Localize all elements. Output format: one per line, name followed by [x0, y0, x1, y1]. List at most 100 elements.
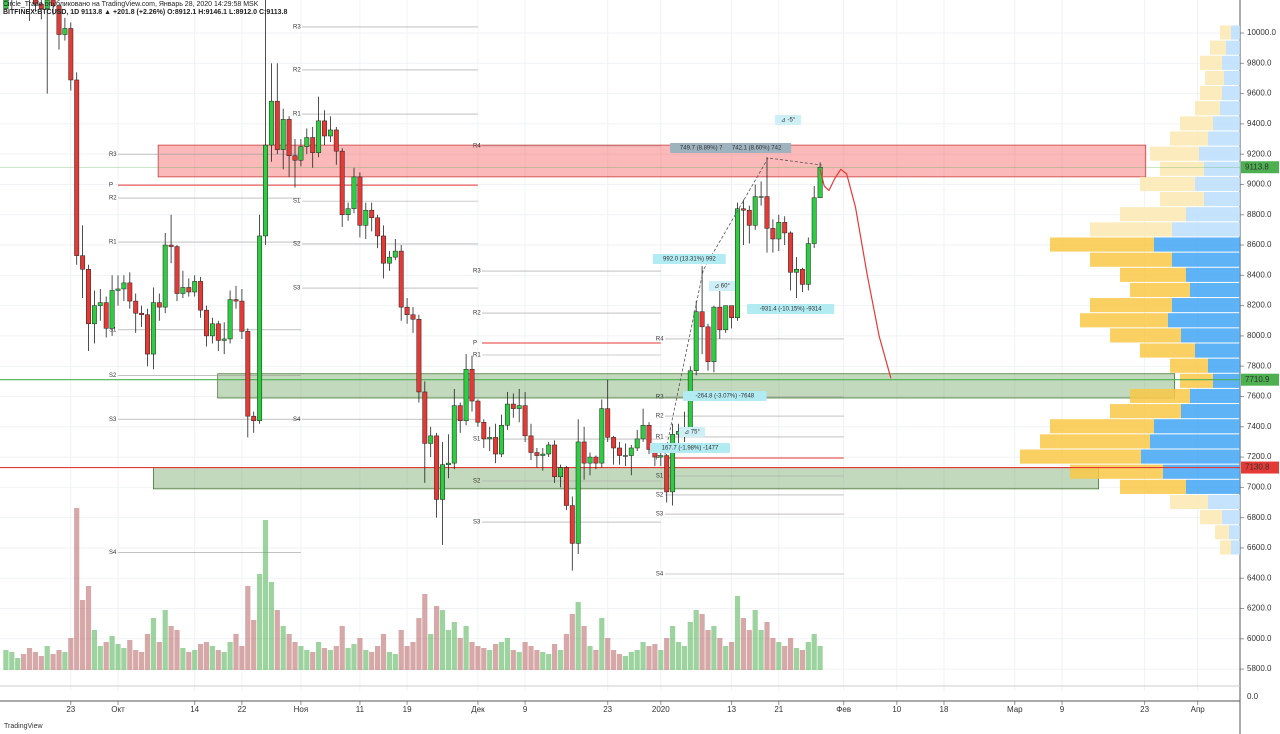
y-tick-label: 9800.0	[1247, 58, 1272, 67]
volume-bar	[97, 646, 103, 670]
candle-body	[50, 0, 56, 7]
volume-bar	[357, 638, 363, 670]
pivot-label: P	[473, 341, 477, 347]
pivot-label: S3	[473, 520, 481, 526]
candle-body	[156, 302, 162, 308]
candle-body	[469, 368, 475, 402]
volume-bar	[333, 646, 339, 670]
volume-bar	[575, 602, 581, 670]
y-tick-label: 7800.0	[1247, 361, 1272, 370]
profile-bar	[1200, 510, 1222, 525]
volume-bar	[32, 652, 38, 670]
price-tag-bg	[1241, 373, 1279, 386]
candle-body	[534, 452, 540, 456]
x-tick-label: 18	[940, 705, 949, 714]
volume-bar	[487, 650, 493, 670]
candle-body	[711, 306, 717, 362]
candle-body	[168, 244, 174, 247]
profile-bar	[1213, 116, 1240, 131]
annotation-label: 742.1 (8.60%) 742	[732, 146, 782, 152]
pivot-label: R4	[473, 144, 481, 150]
candle-body	[717, 306, 723, 331]
volume-bar	[162, 610, 168, 670]
annotation-label: -931.4 (-10.15%) -9314	[760, 307, 823, 313]
candle-body	[103, 302, 109, 329]
volume-bar	[581, 626, 587, 670]
pivot-label: R1	[656, 435, 664, 441]
volume-bar	[245, 586, 251, 670]
profile-bar	[1090, 222, 1172, 237]
volume-bar	[380, 634, 387, 670]
volume-bar	[15, 658, 21, 670]
profile-bar	[1190, 282, 1240, 298]
volume-bar	[103, 642, 109, 670]
candle-body	[109, 290, 115, 329]
volume-bar	[646, 646, 652, 670]
candle-body	[658, 455, 664, 458]
volume-bar	[746, 630, 752, 670]
candle-body	[215, 323, 221, 341]
volume-bar	[26, 648, 33, 670]
pivot-label: S1	[473, 437, 481, 443]
pivot-label: R3	[109, 152, 117, 158]
profile-bar	[1222, 510, 1240, 525]
volume-bar	[268, 582, 274, 670]
profile-bar	[1199, 146, 1240, 161]
pivot-label: S1	[656, 474, 664, 480]
pivot-label: S1	[293, 199, 301, 205]
x-tick-label: 22	[237, 705, 246, 714]
price-tag: 7710.9	[1245, 375, 1270, 384]
candle-body	[274, 100, 280, 150]
volume-bar	[699, 614, 705, 670]
volume-bar	[799, 650, 805, 670]
profile-bar	[1090, 298, 1172, 313]
profile-bar	[1195, 343, 1240, 358]
candle-body	[145, 314, 150, 355]
pivot-label: S4	[109, 550, 117, 556]
candle-body	[198, 281, 204, 311]
candle-body	[32, 0, 38, 5]
pivot-label: S4	[656, 572, 664, 578]
y-tick-label: 8400.0	[1247, 270, 1272, 279]
volume-bar	[428, 634, 434, 670]
volume-bar	[227, 642, 233, 670]
volume-bar	[233, 634, 239, 670]
annotation-box	[775, 115, 801, 125]
candle-body	[86, 269, 91, 325]
profile-bar	[1224, 70, 1240, 86]
volume-bar	[599, 618, 605, 670]
volume-bar	[540, 652, 546, 670]
volume-bar	[717, 638, 723, 670]
y-tick-label: 9400.0	[1247, 119, 1272, 128]
candle-body	[180, 287, 186, 294]
volume-bar	[439, 610, 446, 670]
profile-bar	[1160, 192, 1204, 207]
profile-bar	[1186, 267, 1240, 282]
volume-bar	[138, 652, 145, 670]
annotation-box	[650, 443, 730, 453]
pivot-label: S4	[293, 417, 301, 423]
volume-bar	[186, 652, 192, 670]
profile-bar	[1222, 55, 1240, 70]
profile-bar	[1200, 86, 1222, 101]
volume-bar	[404, 646, 410, 670]
candle-body	[386, 256, 392, 264]
volume-bar	[728, 642, 735, 670]
profile-bar	[1181, 328, 1240, 343]
annotation-label: ⊿ 75°	[684, 430, 700, 436]
volume-bar	[150, 618, 156, 670]
volume-bar	[304, 650, 310, 670]
volume-bar	[50, 654, 56, 670]
volume-bar	[251, 620, 257, 670]
header-symbol: BITFINEX:BTCUSD, 1D 9113.8 ▲ +201.8 (+2.…	[3, 9, 288, 16]
volume-bar	[115, 644, 121, 670]
candle-body	[209, 323, 215, 337]
candle-body	[617, 447, 622, 456]
candle-body	[251, 415, 257, 421]
candle-body	[351, 176, 357, 209]
annotation-box	[722, 143, 792, 153]
volume-bar	[38, 656, 44, 670]
x-tick-label: Дек	[471, 705, 485, 714]
candle-body	[558, 467, 563, 478]
